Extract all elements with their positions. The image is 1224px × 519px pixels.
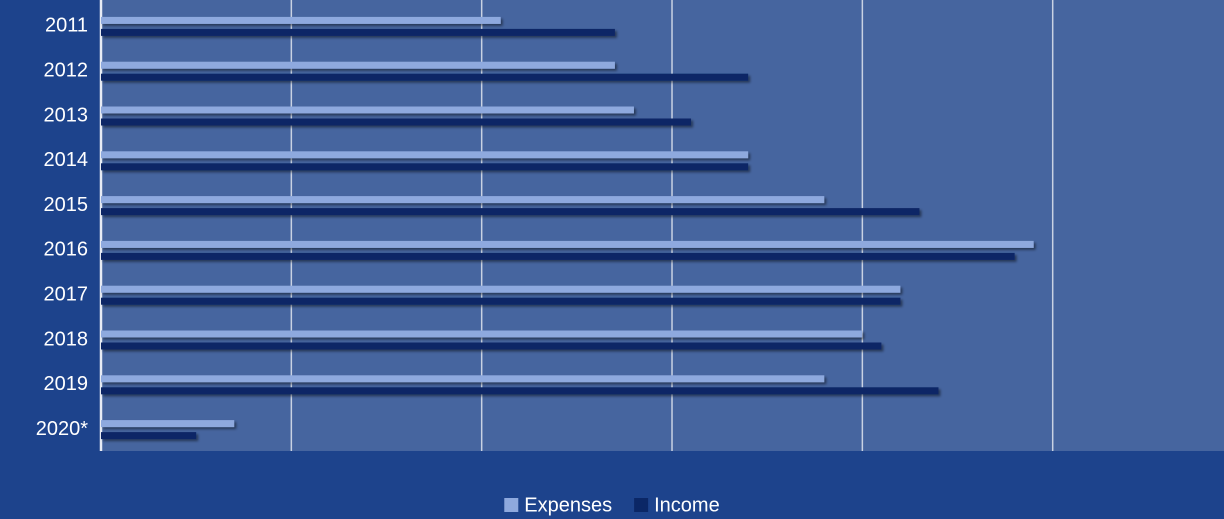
bar [101, 106, 634, 114]
y-tick-label: 2018 [44, 328, 89, 350]
bar [101, 163, 749, 171]
bar [101, 61, 615, 69]
y-tick-label: 2020* [36, 418, 88, 440]
bar [101, 297, 901, 305]
bar [101, 16, 501, 24]
bar [101, 342, 882, 350]
y-tick-label: 2016 [44, 239, 89, 261]
bar [101, 285, 901, 293]
legend-label: Income [654, 494, 720, 516]
bar [101, 432, 197, 440]
bar [101, 330, 863, 338]
y-tick-label: 2019 [44, 373, 89, 395]
legend-swatch [634, 498, 649, 512]
bar [101, 420, 235, 428]
bar [101, 118, 692, 126]
bar [101, 252, 1015, 260]
legend-label: Expenses [524, 494, 612, 516]
bar [101, 151, 749, 159]
bar [101, 387, 939, 395]
bar [101, 196, 825, 204]
bar [101, 208, 920, 216]
y-tick-label: 2015 [44, 194, 89, 216]
y-tick-label: 2013 [44, 104, 89, 126]
y-tick-label: 2012 [44, 59, 89, 81]
y-tick-label: 2014 [44, 149, 89, 171]
bar [101, 375, 825, 383]
legend-swatch [504, 498, 519, 512]
bar [101, 240, 1034, 248]
bar [101, 73, 749, 81]
legend: Expenses Income [504, 494, 720, 516]
y-tick-label: 2011 [45, 15, 88, 37]
bar [101, 28, 615, 36]
y-tick-label: 2017 [44, 283, 89, 305]
